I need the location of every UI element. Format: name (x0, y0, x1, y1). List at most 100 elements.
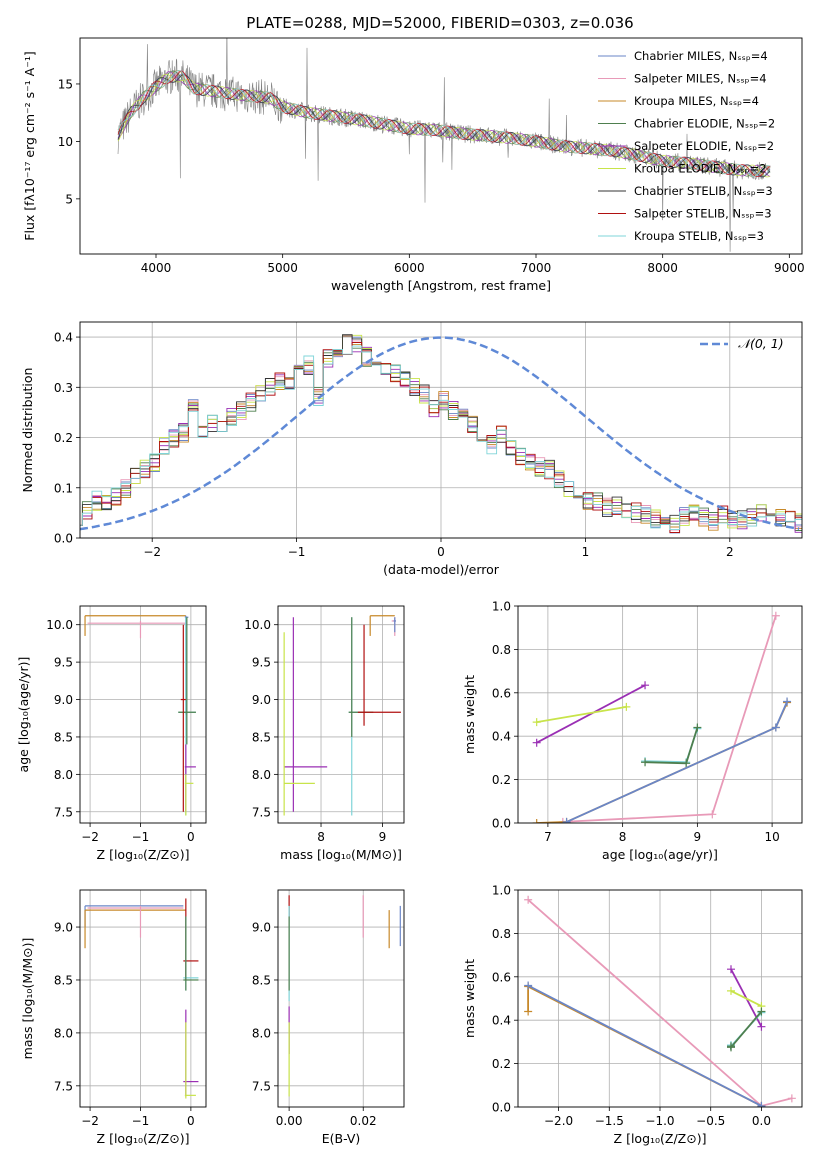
x-tick-label: 9000 (774, 261, 805, 275)
y-tick-label: 10.0 (46, 618, 73, 632)
legend-entry: Kroupa STELIB, Nₛₛₚ=3 (634, 229, 764, 243)
panel-residuals: −2 −1 0 1 2 0.0 0.1 0.2 0.3 0.4 (data-model)/error… (20, 321, 803, 577)
plot-area (117, 38, 771, 252)
x-tick-label: −1 (288, 545, 306, 559)
y-tick-label: 9.0 (252, 693, 271, 707)
legend: Chabrier MILES, Nₛₛₚ=4 Salpeter MILES, Nₛ… (598, 49, 775, 243)
residual-histogram (80, 345, 802, 531)
weight-series (524, 981, 766, 1107)
x-tick-label: 0 (187, 830, 195, 844)
y-tick-label: 7.5 (252, 1079, 271, 1093)
y-tick-label: 0.4 (492, 730, 511, 744)
y-tick-label: 8.5 (54, 973, 73, 987)
y-axis-label: mass [log₁₀(M/M⊙)] (20, 938, 35, 1060)
x-tick-label: −1.0 (645, 1114, 674, 1128)
x-tick-label: 0 (187, 1114, 195, 1128)
panel-age-vs-mass: 8 9 7.5 8.0 8.5 9.0 9.5 10.0 mass [log₁₀(M/M⊙)] (244, 605, 405, 862)
y-tick-label: 7.5 (54, 805, 73, 819)
errorbar (84, 909, 186, 949)
panel-spectrum: 4000 5000 6000 7000 8000 9000 5 10 15 wavelength … (22, 37, 805, 293)
weight-series (558, 611, 780, 823)
panel-mass-vs-ebv: 0.00 0.02 7.5 8.0 8.5 9.0 E(B-V) (252, 889, 405, 1146)
panel-weight-vs-age: 7 8 9 10 0.0 0.2 0.4 0.6 0.8 1.0 age [log₁₀(age/yr… (462, 600, 803, 862)
y-tick-label: 0.0 (54, 532, 73, 546)
y-tick-label: 9.0 (252, 921, 271, 935)
y-tick-label: 8.5 (54, 730, 73, 744)
y-tick-label: 9.5 (54, 656, 73, 670)
errorbar (369, 615, 395, 636)
observed-spectrum (117, 38, 771, 252)
data-point (757, 1101, 766, 1107)
y-axis-label: Flux [fλ10⁻¹⁷ erg cm⁻² s⁻¹ A⁻¹] (22, 51, 37, 240)
data-point (682, 759, 691, 768)
errorbar (393, 617, 397, 633)
data-point (708, 810, 717, 819)
axes-frame (277, 605, 405, 824)
errorbar (183, 916, 199, 991)
panel-age-vs-Z: −2 −1 0 7.5 8.0 8.5 9.0 9.5 10.0 Z [log₁₀(Z/Z⊙)] a… (16, 605, 207, 862)
x-axis-label: E(B-V) (322, 1131, 361, 1146)
x-axis-label: Z [log₁₀(Z/Z⊙)] (97, 1131, 190, 1146)
y-axis-label: mass weight (462, 959, 477, 1038)
data-point (727, 986, 735, 995)
x-axis-label: mass [log₁₀(M/M⊙)] (280, 847, 402, 862)
x-tick-label: −2 (143, 545, 161, 559)
x-axis-label: age [log₁₀(age/yr)] (602, 847, 718, 862)
weight-line (527, 984, 762, 1107)
legend-entry: Chabrier MILES, Nₛₛₚ=4 (634, 49, 768, 63)
y-tick-label: 0.2 (492, 773, 511, 787)
data-point (622, 702, 631, 711)
axes-frame (79, 889, 207, 1108)
x-tick-label: 8 (619, 830, 627, 844)
plot-area (288, 895, 401, 1097)
y-axis-label: age [log₁₀(age/yr)] (16, 657, 31, 773)
weight-line (536, 684, 646, 744)
legend-entry: Kroupa ELODIE, Nₛₛₚ=2 (634, 162, 767, 176)
x-axis-label: Z [log₁₀(Z/Z⊙)] (614, 1131, 707, 1146)
x-tick-label: 8000 (647, 261, 678, 275)
x-axis-label: Z [log₁₀(Z/Z⊙)] (97, 847, 190, 862)
y-tick-label: 0.3 (54, 381, 73, 395)
y-tick-label: 9.0 (54, 693, 73, 707)
gaussian-curve (80, 336, 800, 531)
y-tick-label: 8.0 (54, 768, 73, 782)
weight-series (532, 681, 650, 747)
y-axis-label: Normed distribution (20, 368, 35, 493)
weight-series (532, 702, 631, 727)
data-point (562, 817, 571, 823)
x-tick-label: 5000 (267, 261, 298, 275)
data-point (757, 1022, 766, 1031)
y-tick-label: 0.2 (492, 1057, 511, 1071)
x-axis-label: (data-model)/error (383, 562, 500, 577)
x-tick-label: −1 (132, 1114, 150, 1128)
weight-series (727, 1007, 766, 1052)
x-tick-label: 9 (379, 830, 387, 844)
x-tick-label: −2 (81, 1114, 99, 1128)
y-tick-label: 1.0 (492, 600, 511, 614)
data-point (532, 738, 541, 747)
axes-frame (79, 37, 803, 255)
y-tick-label: 0.8 (492, 927, 511, 941)
errorbar (87, 905, 184, 938)
y-tick-label: 0.4 (54, 331, 73, 345)
weight-series (641, 723, 702, 768)
axes-frame (79, 321, 803, 539)
model-spectrum (117, 69, 771, 177)
y-tick-label: 15 (58, 77, 73, 91)
model-spectrum (117, 74, 771, 178)
axes-frame (277, 889, 405, 1108)
data-point (771, 723, 780, 732)
data-point (783, 697, 792, 706)
y-tick-label: 1.0 (492, 884, 511, 898)
axes-frame (517, 889, 803, 1108)
data-point (727, 965, 735, 974)
legend-entry: Chabrier ELODIE, Nₛₛₚ=2 (634, 117, 775, 131)
y-tick-label: 8.5 (252, 973, 271, 987)
data-point (727, 1043, 735, 1052)
x-tick-label: 4000 (141, 261, 172, 275)
weight-series (562, 697, 792, 823)
model-spectrum (117, 70, 771, 178)
plot-area (80, 334, 802, 534)
errorbar (184, 1022, 196, 1099)
